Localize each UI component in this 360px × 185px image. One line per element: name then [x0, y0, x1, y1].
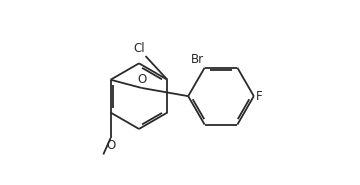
Text: O: O: [106, 139, 115, 152]
Text: O: O: [137, 73, 146, 86]
Text: Br: Br: [190, 53, 204, 66]
Text: F: F: [256, 90, 262, 103]
Text: Cl: Cl: [133, 42, 145, 55]
